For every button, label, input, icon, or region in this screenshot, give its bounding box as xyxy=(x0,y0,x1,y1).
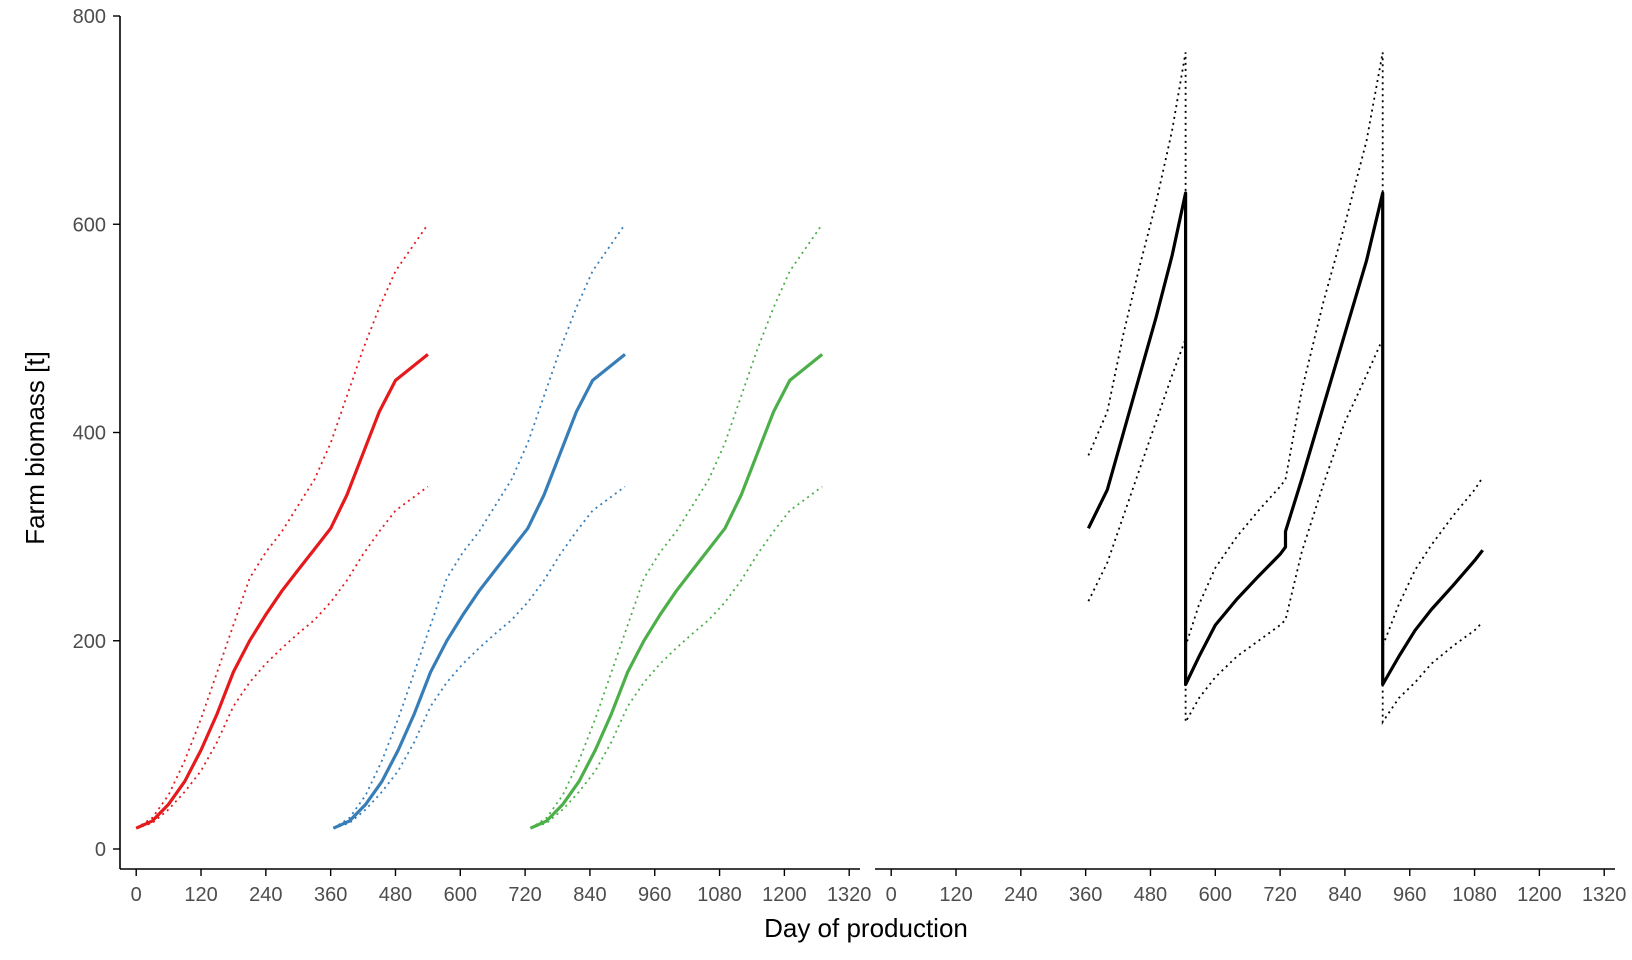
panel-left: 0 120 240 360 480 600 720 840 960 1080 1200 1320 xyxy=(120,223,872,906)
y-tick-label: 800 xyxy=(73,6,106,28)
series-mean-line xyxy=(1086,191,1484,687)
y-tick-label: 600 xyxy=(73,214,106,236)
x-tick-label: 360 xyxy=(1069,884,1102,906)
x-tick-label: 1080 xyxy=(697,884,742,906)
y-tick-label: 200 xyxy=(73,631,106,653)
series-lower-bound-line xyxy=(333,485,626,830)
series-mean-line xyxy=(332,353,627,830)
x-tick-label: 600 xyxy=(1199,884,1232,906)
y-tick-label: 400 xyxy=(73,423,106,445)
panel-right: 0 120 240 360 480 600 720 840 960 1080 1200 1320 xyxy=(875,52,1626,906)
x-tick-label: 1200 xyxy=(1517,884,1562,906)
x-tick-label: 1320 xyxy=(827,884,872,906)
x-tick-label: 480 xyxy=(1134,884,1167,906)
series-lower-bound-line xyxy=(135,485,429,830)
series-mean-line xyxy=(529,353,824,830)
x-tick-label: 600 xyxy=(444,884,477,906)
x-tick-label: 840 xyxy=(573,884,606,906)
x-tick-label: 240 xyxy=(249,884,282,906)
series-lower-bound-line xyxy=(1087,338,1484,726)
y-axis: 0 200 400 600 800 xyxy=(73,6,121,869)
x-tick-label: 840 xyxy=(1328,884,1361,906)
x-tick-label: 960 xyxy=(638,884,671,906)
x-tick-label: 480 xyxy=(379,884,412,906)
x-tick-label: 720 xyxy=(1263,884,1296,906)
x-tick-label: 1320 xyxy=(1582,884,1627,906)
x-tick-label: 720 xyxy=(508,884,541,906)
y-tick-label: 0 xyxy=(95,839,106,861)
x-tick-label: 1080 xyxy=(1452,884,1497,906)
series-upper-bound-line xyxy=(1087,52,1484,647)
x-tick-label: 1200 xyxy=(762,884,807,906)
x-tick-label: 360 xyxy=(314,884,347,906)
series-upper-bound-line xyxy=(332,223,626,829)
series-upper-bound-line xyxy=(530,223,823,829)
x-tick-label: 240 xyxy=(1004,884,1037,906)
x-tick-label: 960 xyxy=(1393,884,1426,906)
x-tick-label: 0 xyxy=(131,884,142,906)
x-tick-label: 120 xyxy=(184,884,217,906)
series-lower-bound-line xyxy=(530,485,823,830)
y-axis-title: Farm biomass [t] xyxy=(20,351,50,545)
x-tick-label: 120 xyxy=(939,884,972,906)
x-tick-label: 0 xyxy=(886,884,897,906)
series-mean-line xyxy=(135,353,429,830)
series-upper-bound-line xyxy=(135,223,429,829)
x-axis-title: Day of production xyxy=(764,913,968,943)
